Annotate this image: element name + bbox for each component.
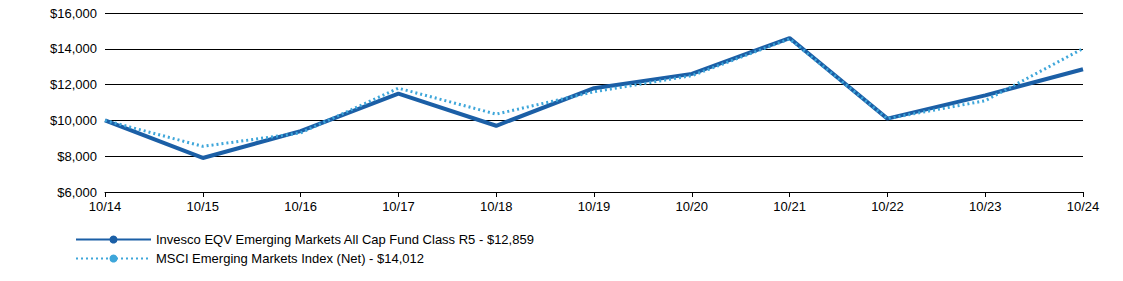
- svg-text:$12,000: $12,000: [50, 77, 97, 92]
- svg-text:10/19: 10/19: [578, 199, 611, 214]
- svg-text:$10,000: $10,000: [50, 113, 97, 128]
- svg-text:$6,000: $6,000: [57, 185, 97, 200]
- svg-text:$14,000: $14,000: [50, 41, 97, 56]
- svg-text:10/14: 10/14: [89, 199, 122, 214]
- svg-text:10/17: 10/17: [382, 199, 415, 214]
- svg-text:10/18: 10/18: [480, 199, 513, 214]
- svg-text:$16,000: $16,000: [50, 6, 97, 21]
- svg-text:10/22: 10/22: [871, 199, 904, 214]
- svg-text:MSCI Emerging Markets Index (N: MSCI Emerging Markets Index (Net) - $14,…: [156, 251, 424, 266]
- svg-text:10/16: 10/16: [284, 199, 317, 214]
- svg-text:10/15: 10/15: [187, 199, 220, 214]
- svg-text:10/24: 10/24: [1067, 199, 1100, 214]
- svg-text:10/23: 10/23: [969, 199, 1002, 214]
- svg-text:10/21: 10/21: [773, 199, 806, 214]
- svg-text:$8,000: $8,000: [57, 149, 97, 164]
- svg-text:10/20: 10/20: [676, 199, 709, 214]
- svg-text:Invesco EQV Emerging Markets A: Invesco EQV Emerging Markets All Cap Fun…: [156, 232, 534, 247]
